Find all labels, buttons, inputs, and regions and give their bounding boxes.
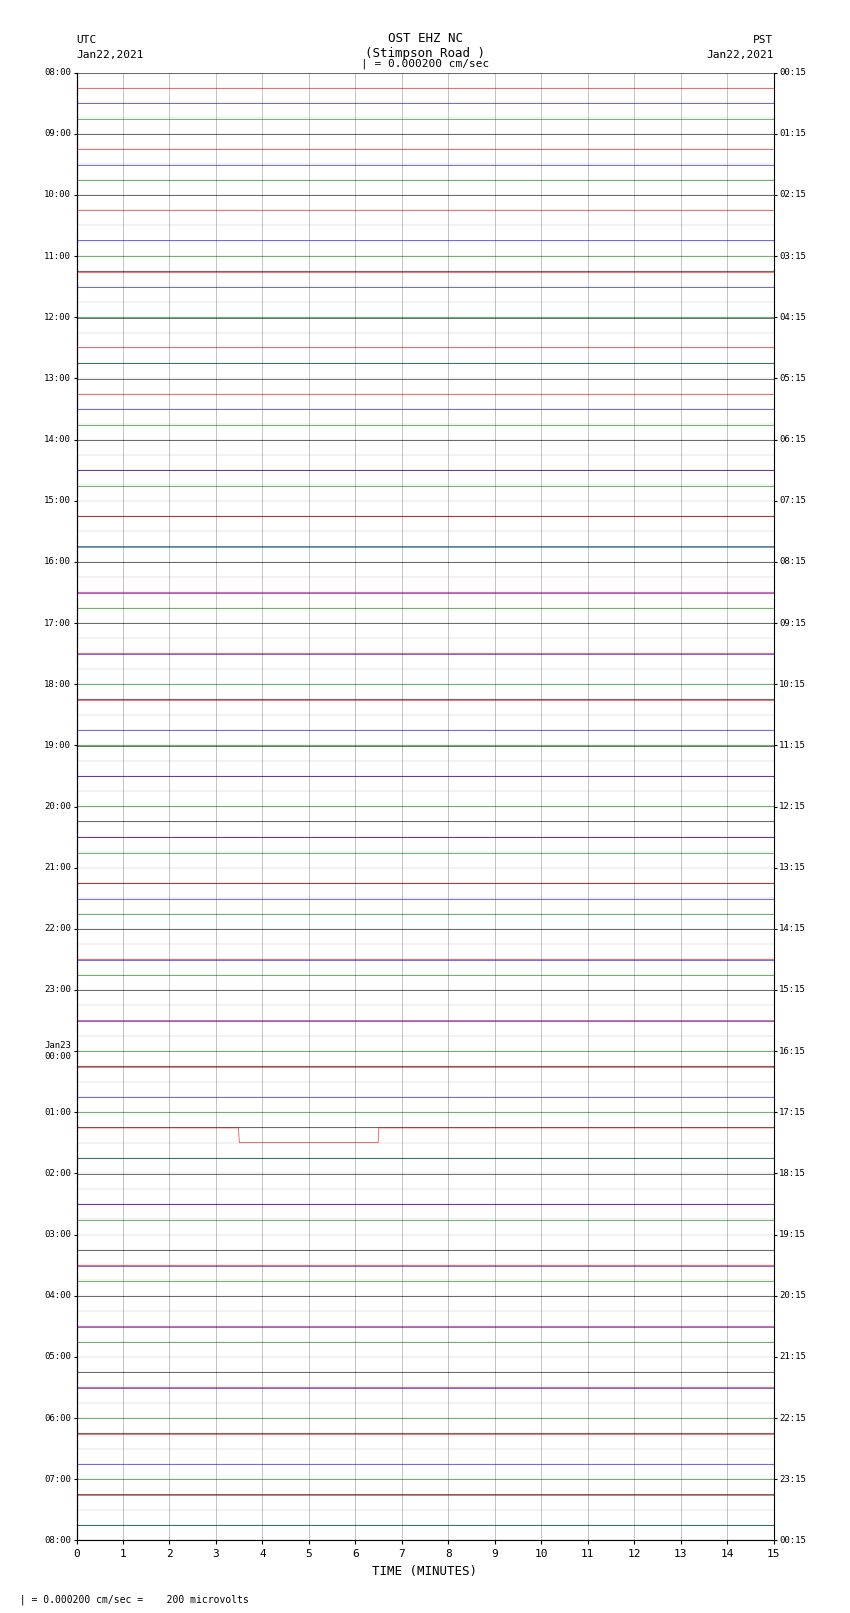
X-axis label: TIME (MINUTES): TIME (MINUTES) — [372, 1565, 478, 1578]
Text: PST: PST — [753, 35, 774, 45]
Text: UTC: UTC — [76, 35, 97, 45]
Text: | = 0.000200 cm/sec =    200 microvolts: | = 0.000200 cm/sec = 200 microvolts — [8, 1594, 249, 1605]
Text: OST EHZ NC: OST EHZ NC — [388, 32, 462, 45]
Text: Jan22,2021: Jan22,2021 — [76, 50, 144, 60]
Text: | = 0.000200 cm/sec: | = 0.000200 cm/sec — [361, 58, 489, 69]
Text: Jan22,2021: Jan22,2021 — [706, 50, 774, 60]
Text: (Stimpson Road ): (Stimpson Road ) — [365, 47, 485, 60]
